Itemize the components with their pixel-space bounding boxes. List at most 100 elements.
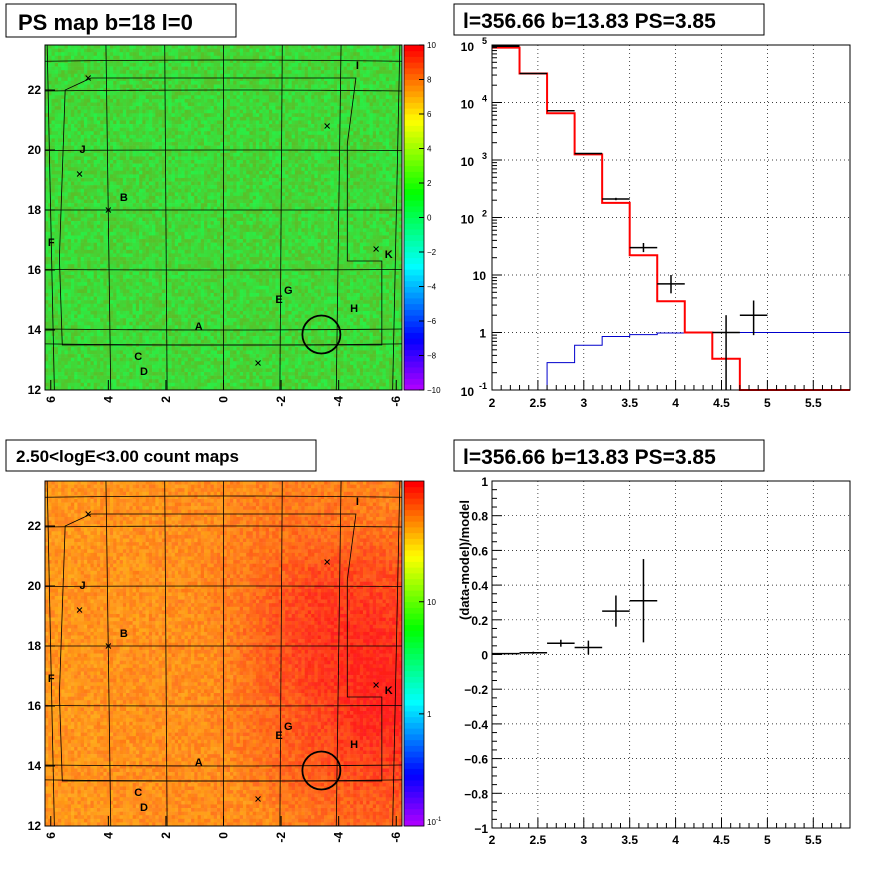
map-pixel bbox=[113, 70, 117, 74]
map-pixel bbox=[363, 103, 367, 107]
map-pixel bbox=[100, 192, 104, 196]
map-pixel bbox=[175, 49, 179, 53]
map-pixel bbox=[136, 156, 140, 160]
map-pixel bbox=[51, 196, 55, 200]
map-pixel bbox=[90, 120, 94, 124]
map-pixel bbox=[159, 45, 163, 49]
map-pixel bbox=[126, 49, 130, 53]
map-pixel bbox=[243, 171, 247, 175]
map-pixel bbox=[298, 138, 302, 142]
map-pixel bbox=[311, 81, 315, 85]
map-pixel bbox=[379, 203, 383, 207]
map-pixel bbox=[366, 160, 370, 164]
map-pixel bbox=[262, 128, 266, 132]
map-pixel bbox=[311, 189, 315, 193]
map-pixel bbox=[94, 124, 98, 128]
map-pixel bbox=[110, 113, 114, 117]
map-pixel bbox=[327, 106, 331, 110]
map-pixel bbox=[282, 160, 286, 164]
map-pixel bbox=[103, 128, 107, 132]
map-pixel bbox=[168, 63, 172, 67]
map-pixel bbox=[217, 174, 221, 178]
map-pixel bbox=[253, 189, 257, 193]
map-pixel bbox=[90, 196, 94, 200]
map-pixel bbox=[74, 131, 78, 135]
map-pixel bbox=[321, 95, 325, 99]
map-pixel bbox=[227, 85, 231, 89]
map-pixel bbox=[392, 146, 396, 150]
map-pixel bbox=[217, 138, 221, 142]
map-pixel bbox=[136, 63, 140, 67]
map-pixel bbox=[253, 185, 257, 189]
map-pixel bbox=[366, 56, 370, 60]
map-pixel bbox=[363, 81, 367, 85]
map-pixel bbox=[90, 189, 94, 193]
map-pixel bbox=[152, 120, 156, 124]
map-pixel bbox=[113, 178, 117, 182]
map-pixel bbox=[392, 171, 396, 175]
map-pixel bbox=[90, 171, 94, 175]
map-pixel bbox=[103, 113, 107, 117]
map-pixel bbox=[230, 110, 234, 114]
map-pixel bbox=[207, 67, 211, 71]
map-pixel bbox=[71, 200, 75, 204]
map-pixel bbox=[357, 171, 361, 175]
map-pixel bbox=[107, 59, 111, 63]
map-pixel bbox=[181, 63, 185, 67]
map-pixel bbox=[246, 99, 250, 103]
map-pixel bbox=[282, 153, 286, 157]
map-pixel bbox=[272, 49, 276, 53]
map-pixel bbox=[149, 203, 153, 207]
map-pixel bbox=[100, 56, 104, 60]
map-pixel bbox=[279, 200, 283, 204]
map-pixel bbox=[211, 164, 215, 168]
map-pixel bbox=[301, 103, 305, 107]
map-pixel bbox=[136, 113, 140, 117]
map-pixel bbox=[233, 81, 237, 85]
map-pixel bbox=[392, 131, 396, 135]
map-pixel bbox=[360, 138, 364, 142]
map-pixel bbox=[211, 52, 215, 56]
map-pixel bbox=[386, 56, 390, 60]
map-pixel bbox=[266, 45, 270, 49]
map-pixel bbox=[133, 117, 137, 121]
map-pixel bbox=[353, 124, 357, 128]
map-pixel bbox=[51, 95, 55, 99]
map-pixel bbox=[266, 99, 270, 103]
map-pixel bbox=[227, 95, 231, 99]
map-pixel bbox=[185, 178, 189, 182]
map-pixel bbox=[243, 185, 247, 189]
map-pixel bbox=[172, 85, 176, 89]
map-pixel bbox=[185, 99, 189, 103]
map-pixel bbox=[97, 45, 101, 49]
map-pixel bbox=[396, 138, 400, 142]
map-pixel bbox=[155, 171, 159, 175]
map-pixel bbox=[129, 63, 133, 67]
map-pixel bbox=[288, 92, 292, 96]
map-pixel bbox=[81, 52, 85, 56]
map-pixel bbox=[194, 200, 198, 204]
map-pixel bbox=[269, 99, 273, 103]
map-pixel bbox=[233, 92, 237, 96]
map-pixel bbox=[120, 128, 124, 132]
map-pixel bbox=[246, 135, 250, 139]
map-pixel bbox=[165, 74, 169, 78]
map-pixel bbox=[168, 103, 172, 107]
map-pixel bbox=[207, 164, 211, 168]
map-pixel bbox=[90, 95, 94, 99]
map-pixel bbox=[324, 113, 328, 117]
map-pixel bbox=[383, 63, 387, 67]
map-pixel bbox=[214, 92, 218, 96]
map-pixel bbox=[233, 146, 237, 150]
map-pixel bbox=[292, 67, 296, 71]
map-pixel bbox=[321, 174, 325, 178]
map-pixel bbox=[243, 135, 247, 139]
map-pixel bbox=[55, 81, 59, 85]
map-pixel bbox=[191, 171, 195, 175]
map-pixel bbox=[253, 52, 257, 56]
map-pixel bbox=[233, 164, 237, 168]
map-pixel bbox=[149, 200, 153, 204]
map-pixel bbox=[282, 174, 286, 178]
map-pixel bbox=[334, 67, 338, 71]
map-pixel bbox=[347, 81, 351, 85]
